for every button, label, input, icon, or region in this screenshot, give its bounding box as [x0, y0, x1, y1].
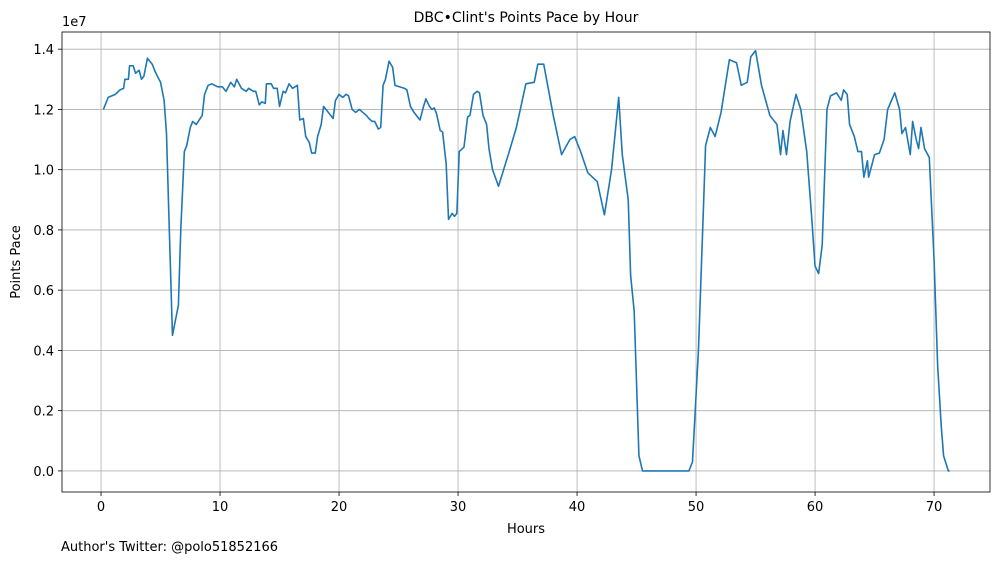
- data-line: [102, 49, 950, 472]
- y-tick-label: 0.2: [33, 405, 54, 420]
- y-axis-label: Points Pace: [9, 225, 24, 299]
- chart-title: DBC•Clint's Points Pace by Hour: [414, 10, 639, 26]
- x-tick-label: 40: [569, 500, 586, 515]
- y-tick-label: 0.6: [33, 284, 54, 299]
- x-tick-label: 0: [97, 500, 105, 515]
- x-tick-label: 50: [688, 500, 705, 515]
- plot-frame: [61, 31, 991, 493]
- footnote: Author's Twitter: @polo51852166: [61, 540, 278, 555]
- y-offset-label: 1e7: [62, 15, 87, 30]
- x-axis-label: Hours: [507, 522, 545, 537]
- x-tick-label: 30: [450, 500, 467, 515]
- y-tick-label: 1.4: [33, 43, 54, 58]
- y-tick-label: 1.0: [33, 164, 54, 179]
- y-tick-label: 1.2: [33, 103, 54, 118]
- y-tick-label: 0.0: [33, 465, 54, 480]
- y-tick-label: 0.4: [33, 344, 54, 359]
- x-tick-label: 70: [926, 500, 943, 515]
- x-tick-label: 10: [212, 500, 229, 515]
- x-tick-label: 60: [807, 500, 824, 515]
- x-tick-label: 20: [331, 500, 348, 515]
- y-tick-label: 0.8: [33, 224, 54, 239]
